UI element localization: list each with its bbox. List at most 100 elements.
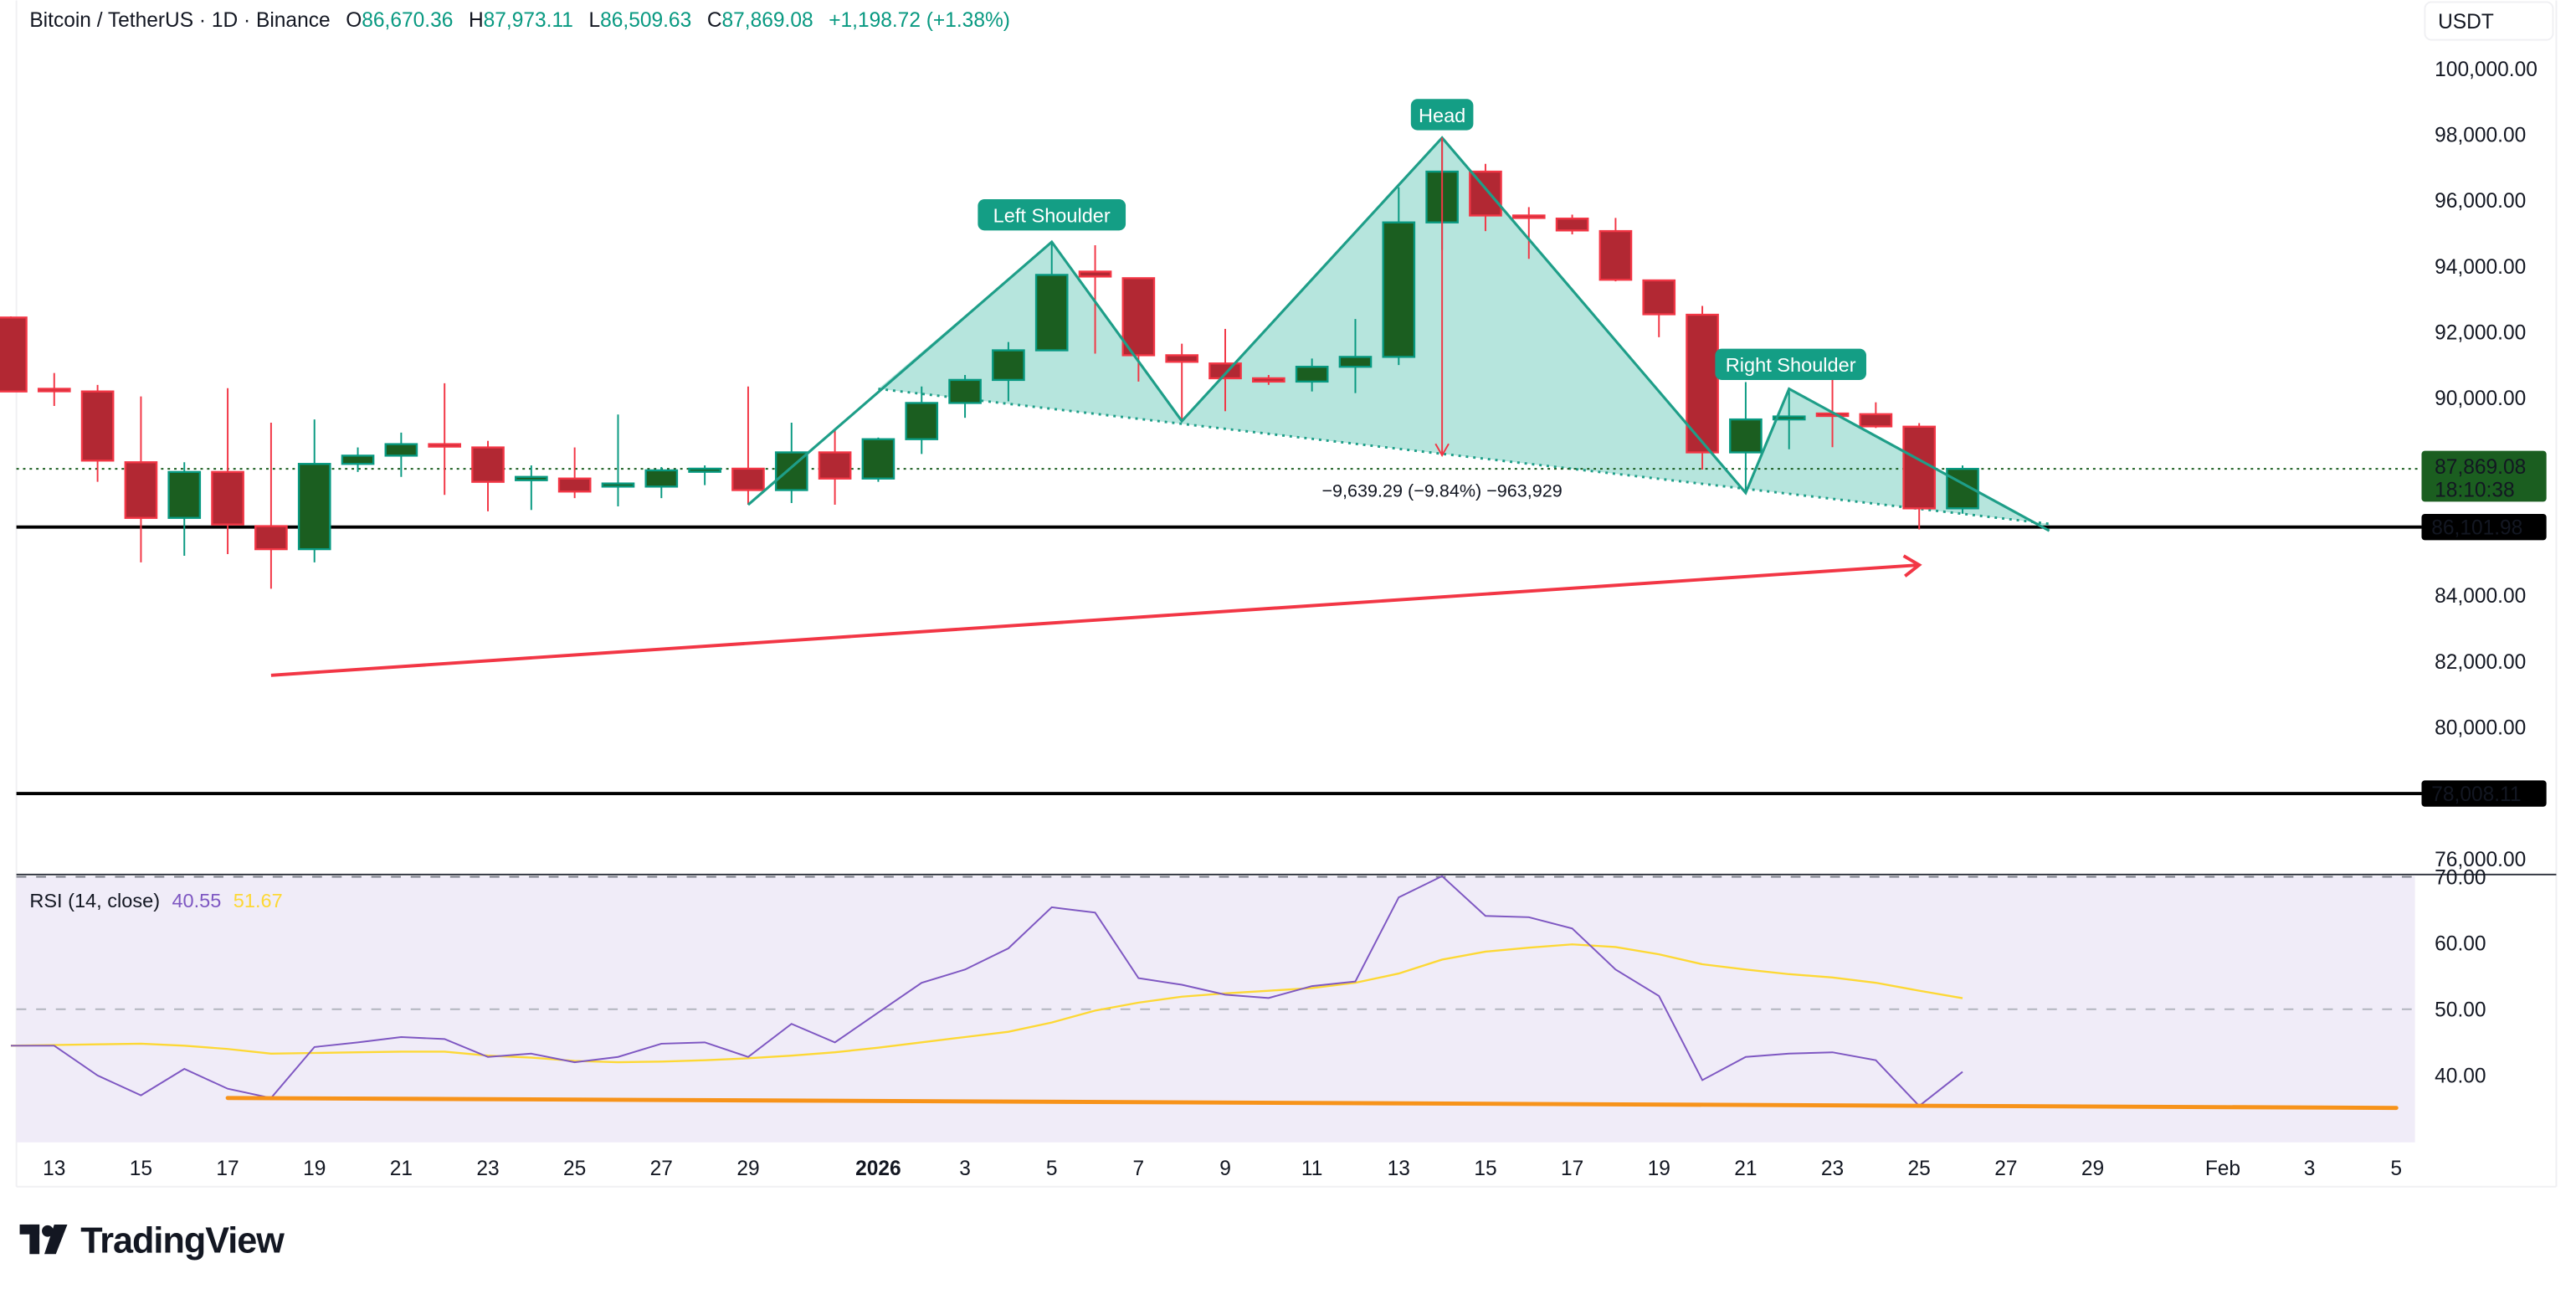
candle[interactable]: [601, 414, 635, 506]
candle[interactable]: [0, 316, 28, 393]
candle[interactable]: [1338, 319, 1373, 393]
rsi-value: 40.55: [172, 890, 221, 912]
symbol-title[interactable]: Bitcoin / TetherUS · 1D · Binance: [29, 9, 330, 32]
candle[interactable]: [80, 384, 115, 482]
time-tick-label: 21: [1734, 1158, 1757, 1180]
candle[interactable]: [1252, 375, 1285, 385]
candle[interactable]: [1034, 242, 1069, 352]
time-tick-label: 7: [1133, 1158, 1145, 1180]
candle[interactable]: [428, 383, 462, 496]
candle-body: [948, 378, 982, 404]
rsi-tick-label: 60.00: [2435, 933, 2486, 956]
time-tick-label: 15: [1474, 1158, 1496, 1180]
high-label: H: [469, 9, 484, 32]
time-tick-label: 29: [736, 1158, 759, 1180]
level-price-label: 78,008.11: [2431, 783, 2521, 806]
candle-body: [1598, 229, 1633, 281]
candle-body: [515, 475, 548, 481]
change-value: +1,198.72 (+1.38%): [829, 9, 1010, 32]
candle-body: [1511, 214, 1546, 219]
price-axis[interactable]: 100,000.00 98,000.00 96,000.00 94,000.00 92,…: [2421, 59, 2547, 871]
candle[interactable]: [1729, 382, 1763, 493]
rsi-title[interactable]: RSI (14, close): [29, 890, 160, 912]
candle-body: [1034, 274, 1069, 352]
candle[interactable]: [297, 419, 331, 562]
last-price-badge: [2421, 450, 2547, 502]
level-price-label: 86,101.98: [2431, 517, 2522, 540]
level-price-badge: [2421, 513, 2547, 541]
candle[interactable]: [1902, 423, 1937, 530]
candle[interactable]: [1121, 277, 1156, 382]
candle[interactable]: [167, 462, 202, 556]
candle-body: [0, 316, 28, 393]
candle[interactable]: [1555, 214, 1589, 235]
time-tick-label: 29: [2081, 1158, 2104, 1180]
rsi-ma-value: 51.67: [233, 890, 283, 912]
candle[interactable]: [731, 386, 765, 506]
candle[interactable]: [124, 396, 158, 562]
time-tick-label: 17: [216, 1158, 239, 1180]
candle-body: [341, 454, 375, 465]
price-tick-label: 100,000.00: [2435, 59, 2538, 81]
candle[interactable]: [471, 440, 505, 511]
candle[interactable]: [992, 342, 1025, 402]
candle[interactable]: [774, 423, 808, 504]
candle[interactable]: [384, 432, 418, 477]
countdown-label: 18:10:38: [2435, 480, 2514, 502]
candle[interactable]: [688, 465, 721, 485]
candle[interactable]: [515, 465, 548, 511]
price-tick-label: 92,000.00: [2435, 322, 2526, 345]
time-tick-label: 25: [1908, 1158, 1931, 1180]
candle-body: [1772, 415, 1806, 421]
time-tick-label: 17: [1561, 1158, 1583, 1180]
candle-body: [1729, 418, 1763, 454]
time-tick-label: 3: [959, 1158, 971, 1180]
rsi-trendline[interactable]: [225, 1096, 2399, 1111]
candle[interactable]: [818, 429, 852, 506]
high-value: 87,973.11: [484, 9, 573, 32]
time-tick-label: 13: [43, 1158, 65, 1180]
left-shoulder-label[interactable]: Left Shoulder: [993, 205, 1111, 227]
candle[interactable]: [557, 447, 592, 499]
currency-button[interactable]: USDT: [2424, 1, 2554, 41]
candle-body: [1078, 270, 1112, 278]
time-tick-label: 21: [390, 1158, 413, 1180]
tradingview-logo[interactable]: TradingView: [19, 1220, 285, 1261]
candle[interactable]: [1382, 187, 1416, 366]
rsi-axis[interactable]: 70.00 60.00 50.00 40.00: [2435, 866, 2486, 1087]
candle[interactable]: [1598, 218, 1633, 282]
candle[interactable]: [254, 423, 288, 589]
candle[interactable]: [861, 437, 895, 482]
candle[interactable]: [905, 386, 939, 454]
candle[interactable]: [1511, 207, 1546, 259]
candle[interactable]: [211, 388, 244, 555]
candle[interactable]: [1165, 343, 1199, 422]
candle[interactable]: [1295, 358, 1329, 392]
candle[interactable]: [1469, 163, 1502, 232]
time-tick-label: 23: [1821, 1158, 1844, 1180]
price-tick-label: 82,000.00: [2435, 651, 2526, 674]
candle[interactable]: [37, 372, 71, 406]
candle[interactable]: [1642, 279, 1676, 337]
time-tick-label: 15: [130, 1158, 152, 1180]
arrow-right-icon: [1902, 554, 1922, 578]
time-tick-label: 5: [1046, 1158, 1058, 1180]
candle-body: [254, 525, 288, 551]
candle-body: [861, 438, 895, 480]
right-shoulder-label[interactable]: Right Shoulder: [1726, 354, 1856, 376]
trend-arrow-line[interactable]: [270, 563, 1920, 677]
head-label[interactable]: Head: [1419, 105, 1465, 126]
candle[interactable]: [341, 447, 375, 472]
candle[interactable]: [1686, 306, 1719, 470]
candle-body: [384, 443, 418, 457]
time-axis[interactable]: 13 15 17 19 21 23 25 27 29 2026 3 5 7 9 11 13 15 17 19 21 23…: [43, 1158, 2402, 1180]
candle[interactable]: [948, 375, 982, 419]
candle[interactable]: [1772, 388, 1806, 449]
price-tick-label: 90,000.00: [2435, 388, 2526, 410]
candle[interactable]: [1859, 402, 1893, 429]
candle[interactable]: [1078, 245, 1112, 354]
rsi-tick-label: 50.00: [2435, 999, 2486, 1022]
candle-body: [80, 390, 115, 462]
candle[interactable]: [644, 466, 679, 499]
